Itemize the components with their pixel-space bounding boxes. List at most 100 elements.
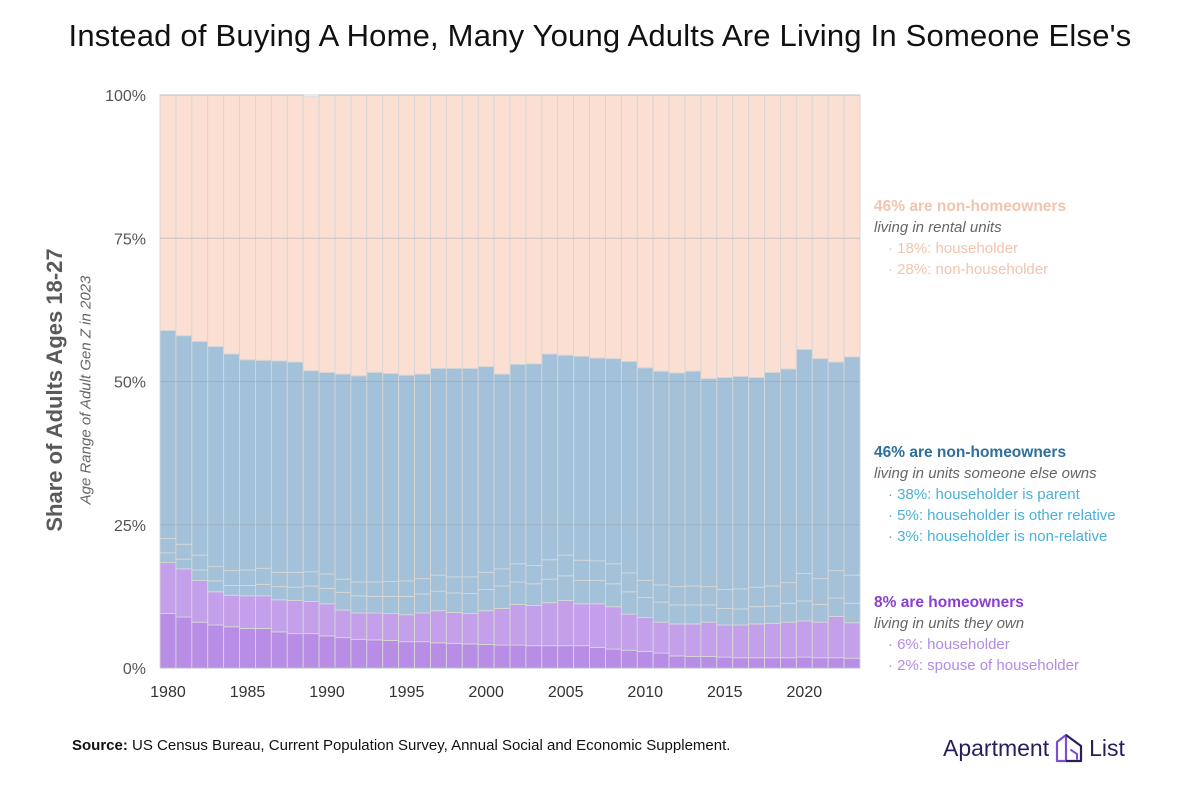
bar-segment-own-spouse — [159, 613, 177, 669]
bar-segment-someone-else-nonrelative — [573, 579, 590, 605]
annotation-rental-subtitle: living in rental units — [874, 219, 1002, 236]
annotation-rental-item: · 18%: householder — [888, 240, 1019, 257]
bar-segment-own-householder — [748, 623, 765, 659]
y-tick-label: 50% — [114, 375, 146, 392]
bar-segment-someone-else-relative — [286, 571, 304, 588]
bar-segment-own-householder — [573, 603, 590, 647]
annotation-homeowners-item: · 6%: householder — [888, 636, 1010, 653]
bar-segment-own-spouse — [732, 657, 750, 669]
bar-segment-someone-else-nonrelative — [716, 607, 734, 626]
bar-segment-rental — [684, 94, 702, 372]
bar-segment-rental — [255, 94, 272, 361]
bar-segment-someone-else-nonrelative — [780, 602, 797, 623]
bar-segment-someone-else-parent — [461, 367, 479, 578]
bar-segment-own-householder — [366, 612, 384, 641]
bar-segment-own-householder — [541, 602, 559, 647]
annotation-someone-else: 46% are non-homeowners living in units s… — [874, 442, 1116, 547]
bar-segment-own-householder — [716, 624, 734, 658]
bar-segment-someone-else-relative — [302, 571, 320, 587]
x-tick-label: 2005 — [548, 684, 584, 701]
bar-segment-rental — [445, 94, 463, 369]
bar-segment-rental — [700, 94, 718, 380]
bar-segment-own-householder — [509, 603, 527, 646]
bar-segment-someone-else-parent — [255, 359, 272, 569]
bar-segment-own-householder — [286, 599, 304, 635]
bar-segment-own-spouse — [795, 656, 813, 669]
bar-segment-someone-else-parent — [191, 340, 209, 556]
bar-segment-someone-else-parent — [414, 373, 431, 580]
bar-segment-someone-else-nonrelative — [334, 591, 352, 611]
bar-segment-own-spouse — [620, 649, 638, 669]
bar-segment-own-householder — [461, 613, 479, 645]
bar-segment-own-householder — [382, 613, 400, 641]
bar-segment-own-householder — [525, 605, 543, 647]
bar-segment-rental — [414, 94, 431, 375]
bar-segment-someone-else-parent — [398, 374, 415, 582]
bar-segment-own-spouse — [366, 639, 384, 669]
bar-segment-rental — [620, 94, 638, 362]
x-tick-label: 1980 — [150, 684, 186, 701]
bar-segment-someone-else-relative — [605, 563, 622, 585]
bar-segment-own-householder — [843, 622, 861, 659]
bar-segment-someone-else-nonrelative — [620, 591, 638, 615]
bar-segment-someone-else-parent — [430, 367, 447, 576]
bar-segment-own-householder — [668, 623, 686, 657]
bar-segment-own-householder — [605, 606, 622, 650]
bar-segment-own-householder — [700, 621, 718, 657]
bar-segment-own-householder — [334, 609, 352, 639]
source-text: US Census Bureau, Current Population Sur… — [127, 737, 731, 754]
bar-segment-rental — [748, 94, 765, 378]
bar-segment-someone-else-relative — [795, 573, 813, 602]
bar-segment-rental — [207, 94, 225, 347]
bar-segment-someone-else-nonrelative — [461, 593, 479, 615]
bar-segment-someone-else-relative — [700, 586, 718, 606]
bar-segment-own-householder — [493, 607, 511, 646]
bar-segment-own-householder — [684, 623, 702, 657]
bar-segment-someone-else-nonrelative — [525, 583, 543, 606]
bar-segment-someone-else-parent — [270, 360, 288, 573]
brand-logo: Apartment List — [943, 732, 1125, 764]
bar-segment-someone-else-relative — [541, 559, 559, 580]
bar-segment-own-householder — [732, 624, 750, 659]
bar-segment-someone-else-parent — [732, 375, 750, 590]
x-tick-label: 2015 — [707, 684, 743, 701]
bar-segment-someone-else-nonrelative — [700, 604, 718, 623]
bar-segment-someone-else-relative — [684, 585, 702, 606]
source-note: Source: US Census Bureau, Current Popula… — [72, 737, 730, 754]
bar-segment-own-spouse — [191, 621, 209, 669]
bar-segment-own-spouse — [382, 640, 400, 669]
bar-segment-someone-else-relative — [239, 569, 256, 586]
bar-segment-someone-else-nonrelative — [843, 602, 861, 624]
bar-segment-someone-else-parent — [525, 363, 543, 566]
bar-segment-someone-else-nonrelative — [175, 558, 193, 570]
bar-segment-someone-else-relative — [780, 582, 797, 604]
bar-segment-own-spouse — [414, 641, 431, 669]
bar-segment-own-householder — [318, 603, 336, 637]
bar-segment-own-spouse — [652, 652, 670, 669]
chart-title: Instead of Buying A Home, Many Young Adu… — [68, 18, 1132, 53]
bar-segment-rental — [334, 94, 352, 375]
bar-segment-someone-else-relative — [843, 574, 861, 604]
bar-segment-someone-else-nonrelative — [255, 583, 272, 597]
bar-segment-own-householder — [207, 591, 225, 626]
bar-segment-someone-else-relative — [589, 560, 606, 581]
bar-segment-someone-else-nonrelative — [430, 590, 447, 612]
bar-segment-someone-else-nonrelative — [223, 585, 240, 596]
bar-segment-own-spouse — [764, 657, 781, 669]
annotation-someone-else-item: · 5%: householder is other relative — [888, 507, 1116, 524]
bar-segment-someone-else-relative — [366, 581, 384, 597]
bar-segment-own-householder — [477, 610, 495, 645]
bar-segment-rental — [159, 94, 177, 331]
bar-segment-someone-else-nonrelative — [445, 592, 463, 613]
bar-segment-own-householder — [414, 612, 431, 643]
bar-segment-own-spouse — [605, 648, 622, 669]
bar-segment-own-spouse — [557, 645, 575, 669]
bar-segment-own-spouse — [477, 644, 495, 669]
x-tick-label: 2000 — [468, 684, 504, 701]
logo-word-1: Apartment — [943, 734, 1050, 761]
bar-segment-someone-else-relative — [191, 554, 209, 571]
bar-segment-own-householder — [780, 621, 797, 659]
bar-segment-someone-else-parent — [843, 356, 861, 576]
bar-segment-someone-else-nonrelative — [764, 605, 781, 624]
bar-segment-own-householder — [811, 621, 829, 659]
